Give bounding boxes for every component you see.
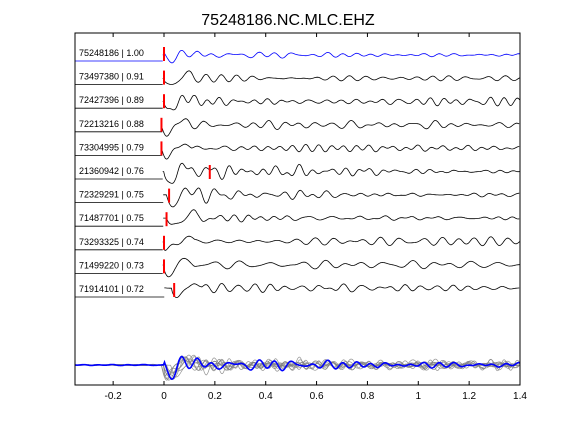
trace-label-10: 71499220 | 0.73 (79, 260, 144, 270)
x-tick-label-6: 0.8 (360, 391, 374, 402)
trace-line-7 (163, 187, 520, 208)
stack-overlay-group (74, 354, 520, 381)
trace-label-9: 73293325 | 0.74 (79, 237, 144, 247)
trace-line-6 (162, 162, 520, 184)
trace-label-2: 73497380 | 0.91 (79, 72, 144, 82)
plot-axes-frame (74, 32, 521, 386)
trace-line-4 (161, 118, 520, 137)
stack-trace-line-9 (75, 356, 520, 381)
trace-label-11: 71914101 | 0.72 (79, 284, 144, 294)
trace-line-3 (162, 94, 521, 111)
x-axis-ticks: -0.2 0 0.2 0.4 0.6 0.8 1 1.2 1.4 (105, 33, 527, 402)
trace-line-8 (163, 209, 520, 225)
x-tick-label-1: -0.2 (105, 391, 123, 402)
trace-line-2 (162, 70, 520, 85)
trace-line-9 (162, 235, 520, 251)
x-tick-label-5: 0.6 (310, 391, 324, 402)
trace-line-1 (162, 49, 520, 64)
traces-group (75, 47, 521, 299)
trace-label-8: 71487701 | 0.75 (79, 213, 144, 223)
x-tick-label-2: 0 (161, 391, 167, 402)
trace-label-4: 72213216 | 0.88 (79, 119, 144, 129)
trace-label-1: 75248186 | 1.00 (79, 48, 144, 58)
x-tick-label-4: 0.4 (259, 391, 273, 402)
trace-label-5: 73304995 | 0.79 (79, 142, 144, 152)
x-tick-label-7: 1 (416, 391, 422, 402)
trace-labels-group: 75248186 | 1.00 73497380 | 0.91 72427396 |… (79, 48, 144, 294)
trace-line-10 (162, 257, 520, 278)
x-tick-label-3: 0.2 (208, 391, 222, 402)
trace-label-3: 72427396 | 0.89 (79, 95, 144, 105)
stack-reference-line (75, 355, 520, 381)
trace-line-5 (161, 143, 520, 160)
trace-line-11 (164, 283, 520, 299)
trace-label-7: 72329291 | 0.75 (79, 190, 144, 200)
x-tick-label-8: 1.2 (462, 391, 476, 402)
x-tick-label-9: 1.4 (513, 391, 527, 402)
chart-title: 75248186.NC.MLC.EHZ (201, 12, 375, 29)
trace-label-6: 21360942 | 0.76 (79, 166, 144, 176)
